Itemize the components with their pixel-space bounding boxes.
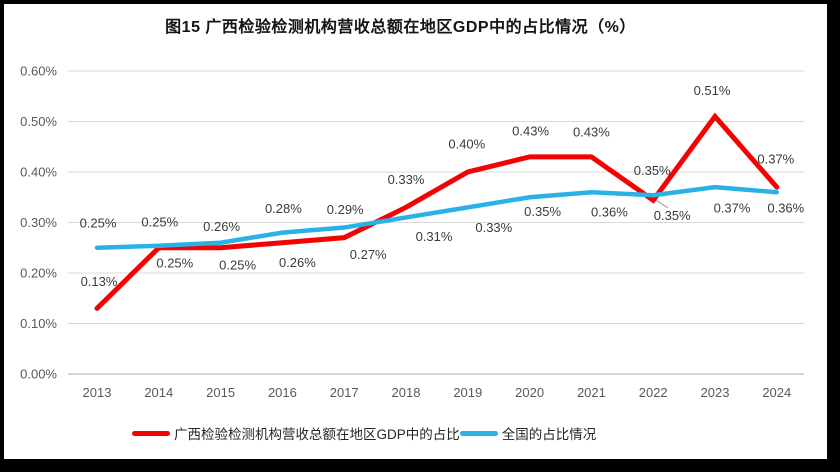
data-label: 0.35% <box>634 163 671 178</box>
data-label: 0.25% <box>80 215 117 230</box>
data-label: 0.35% <box>654 208 691 223</box>
x-axis-tick-label: 2024 <box>762 385 791 400</box>
legend-item-guangxi: 广西检验检测机构营收总额在地区GDP中的占比 <box>132 423 460 443</box>
data-label: 0.25% <box>141 214 178 229</box>
x-axis-tick-label: 2023 <box>701 385 730 400</box>
data-label: 0.40% <box>448 137 485 152</box>
y-axis-tick-label: 0.10% <box>20 316 57 331</box>
data-label: 0.26% <box>279 255 316 270</box>
data-label: 0.35% <box>524 204 561 219</box>
x-axis-tick-label: 2022 <box>639 385 668 400</box>
data-label: 0.26% <box>203 219 240 234</box>
data-label: 0.33% <box>475 220 512 235</box>
data-label: 0.51% <box>694 83 731 98</box>
data-label: 0.37% <box>757 152 794 167</box>
x-axis-tick-label: 2015 <box>206 385 235 400</box>
y-axis-tick-label: 0.00% <box>20 367 57 382</box>
legend-label-guangxi: 广西检验检测机构营收总额在地区GDP中的占比 <box>174 427 460 442</box>
data-label: 0.31% <box>416 229 453 244</box>
y-axis-tick-label: 0.30% <box>20 215 57 230</box>
chart-title: 图15 广西检验检测机构营收总额在地区GDP中的占比情况（%） <box>165 19 636 36</box>
data-label: 0.37% <box>714 201 751 216</box>
legend-label-national: 全国的占比情况 <box>501 427 597 442</box>
y-axis-tick-label: 0.20% <box>20 266 57 281</box>
legend-item-national: 全国的占比情况 <box>459 423 597 443</box>
data-label: 0.27% <box>350 247 387 262</box>
data-label: 0.36% <box>767 201 804 216</box>
data-label: 0.25% <box>156 255 193 270</box>
data-label: 0.43% <box>512 123 549 138</box>
data-label: 0.13% <box>81 274 118 289</box>
data-label: 0.25% <box>219 257 256 272</box>
x-axis-tick-label: 2017 <box>330 385 359 400</box>
data-label: 0.43% <box>573 124 610 139</box>
x-axis-tick-label: 2019 <box>453 385 482 400</box>
x-axis-tick-label: 2016 <box>268 385 297 400</box>
data-label: 0.28% <box>265 201 302 216</box>
data-label: 0.36% <box>591 205 628 220</box>
x-axis-tick-label: 2021 <box>577 385 606 400</box>
x-axis-tick-label: 2013 <box>83 385 112 400</box>
x-axis-tick-label: 2018 <box>392 385 421 400</box>
series-line-national <box>94 184 780 250</box>
chart-legend: 广西检验检测机构营收总额在地区GDP中的占比 全国的占比情况 <box>132 420 596 446</box>
x-axis-tick-label: 2020 <box>515 385 544 400</box>
y-axis-tick-label: 0.40% <box>20 165 57 180</box>
data-label: 0.29% <box>327 202 364 217</box>
data-label: 0.33% <box>388 172 425 187</box>
x-axis-tick-label: 2014 <box>144 385 173 400</box>
line-chart-plot-area: 0.00% 0.10% 0.20% 0.30% 0.40% 0.50% 0.60% 2013 2… <box>20 64 805 401</box>
legend-swatch-blue-line-icon <box>459 430 498 436</box>
series-line-guangxi <box>94 112 780 311</box>
y-axis-tick-label: 0.50% <box>20 114 57 129</box>
y-axis-tick-label: 0.60% <box>20 64 57 79</box>
legend-swatch-red-line-icon <box>132 430 170 436</box>
